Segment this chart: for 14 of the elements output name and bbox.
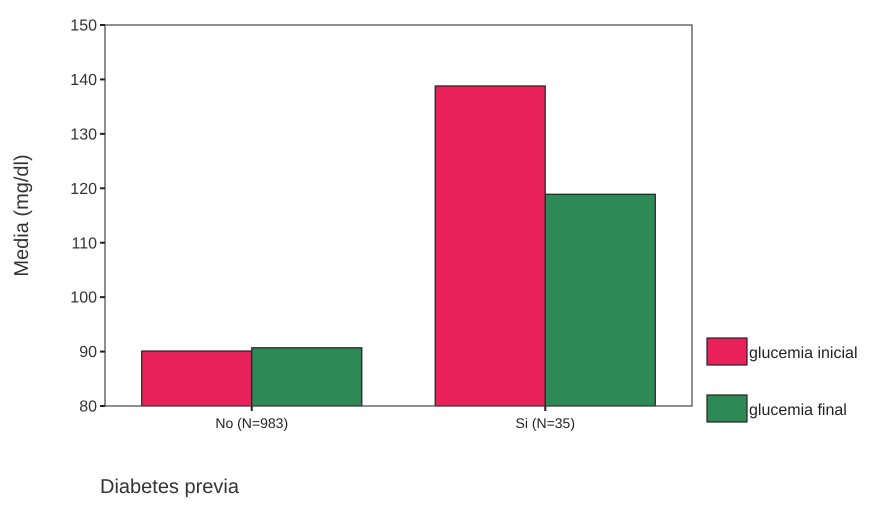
y-tick-label: 130	[70, 126, 98, 144]
y-tick-label: 150	[70, 18, 98, 35]
y-tick-label: 90	[79, 344, 98, 362]
y-tick-label: 100	[70, 290, 98, 307]
x-tick-label: Si (N=35)	[515, 415, 576, 431]
y-axis-title: Media (mg/dl)	[11, 154, 33, 277]
x-tick-label: No (N=983)	[215, 415, 288, 431]
y-tick-label: 80	[79, 398, 98, 416]
legend-label: glucemia inicial	[749, 345, 858, 362]
y-tick-label: 140	[70, 72, 98, 90]
y-tick-label: 110	[71, 235, 98, 252]
legend-label: glucemia final	[749, 402, 847, 419]
y-tick-label: 120	[70, 180, 98, 198]
x-axis-title: Diabetes previa	[100, 476, 240, 498]
